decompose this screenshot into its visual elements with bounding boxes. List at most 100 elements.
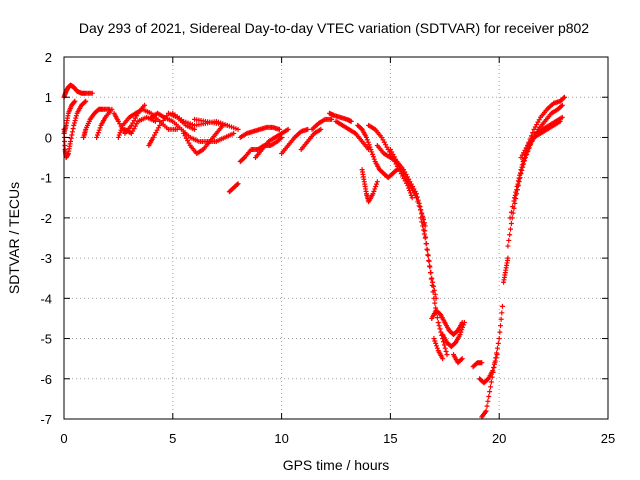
- series-arc-38: [507, 114, 565, 221]
- data-point: [224, 122, 230, 128]
- data-point: [419, 219, 425, 225]
- x-tick-label: 20: [492, 431, 506, 446]
- data-point: [489, 374, 495, 380]
- series-arc-19: [298, 126, 324, 153]
- data-point: [511, 195, 517, 201]
- data-point: [72, 118, 78, 124]
- data-point: [498, 323, 504, 329]
- data-point: [365, 139, 371, 145]
- data-point: [440, 356, 446, 362]
- data-point: [484, 403, 490, 409]
- data-point: [506, 237, 512, 243]
- series-arc-14: [226, 181, 241, 195]
- data-point: [119, 125, 125, 131]
- data-point: [71, 120, 77, 126]
- data-point: [231, 130, 237, 136]
- data-point: [498, 316, 504, 322]
- data-point: [441, 342, 447, 348]
- data-point: [508, 221, 514, 227]
- data-point: [142, 102, 148, 108]
- data-point: [174, 126, 180, 132]
- series-arc-29: [429, 307, 465, 338]
- y-tick-label: -3: [40, 251, 52, 266]
- data-point: [557, 118, 563, 124]
- data-point: [370, 151, 376, 157]
- data-point: [487, 389, 493, 395]
- data-point: [427, 263, 433, 269]
- data-point: [434, 343, 440, 349]
- series-arc-20: [309, 116, 335, 132]
- data-point: [115, 134, 121, 140]
- data-point: [431, 336, 437, 342]
- data-point: [530, 130, 536, 136]
- data-point: [118, 127, 124, 133]
- data-point: [96, 127, 102, 133]
- series-arc-15: [237, 124, 282, 140]
- data-point: [458, 356, 464, 362]
- data-point: [109, 106, 115, 112]
- data-point: [73, 113, 79, 119]
- data-point: [457, 332, 463, 338]
- data-point: [486, 393, 492, 399]
- data-point: [89, 90, 95, 96]
- data-point: [434, 345, 440, 351]
- data-point: [68, 138, 74, 144]
- data-point: [519, 162, 525, 168]
- data-point: [430, 289, 436, 295]
- data-point: [490, 369, 496, 375]
- data-point: [424, 246, 430, 252]
- data-point: [435, 319, 441, 325]
- data-point: [368, 147, 374, 153]
- data-point: [71, 122, 77, 128]
- data-point: [82, 99, 88, 105]
- data-point: [459, 356, 465, 362]
- y-tick-label: 2: [45, 50, 52, 65]
- data-point: [428, 276, 434, 282]
- chart-title: Day 293 of 2021, Sidereal Day-to-day VTE…: [79, 20, 589, 36]
- data-point: [485, 398, 491, 404]
- data-point: [95, 132, 101, 138]
- data-point: [437, 326, 443, 332]
- data-point: [72, 98, 78, 104]
- data-point: [305, 126, 311, 132]
- data-point: [367, 144, 373, 150]
- series-arc-8: [122, 114, 158, 136]
- data-point: [433, 340, 439, 346]
- data-point: [444, 352, 450, 358]
- data-point: [491, 365, 497, 371]
- data-point: [479, 360, 485, 366]
- x-tick-label: 15: [383, 431, 397, 446]
- data-point: [431, 295, 437, 301]
- series-arc-28: [418, 215, 450, 358]
- data-point: [426, 258, 432, 264]
- data-point: [514, 184, 520, 190]
- y-tick-label: -7: [40, 412, 52, 427]
- data-point: [422, 235, 428, 241]
- data-point: [429, 282, 435, 288]
- data-point: [370, 154, 376, 160]
- data-point: [69, 132, 75, 138]
- data-point: [487, 384, 493, 390]
- data-point: [496, 336, 502, 342]
- data-point: [559, 102, 565, 108]
- data-point: [415, 199, 421, 205]
- series-arc-32: [451, 352, 465, 366]
- data-point: [416, 203, 422, 209]
- series-arc-2: [61, 98, 89, 161]
- data-point: [483, 408, 489, 414]
- series-arc-21: [326, 110, 354, 124]
- y-tick-label: -2: [40, 211, 52, 226]
- data-point: [69, 129, 75, 135]
- data-point: [460, 324, 466, 330]
- data-point: [493, 355, 499, 361]
- data-point: [363, 134, 369, 140]
- data-point: [364, 137, 370, 143]
- series-arc-33: [470, 360, 485, 370]
- data-point: [329, 116, 335, 122]
- data-point: [495, 340, 501, 346]
- data-point: [409, 195, 415, 201]
- data-point: [423, 241, 429, 247]
- data-point: [505, 255, 511, 261]
- data-point: [425, 252, 431, 258]
- series-arc-1: [61, 82, 95, 100]
